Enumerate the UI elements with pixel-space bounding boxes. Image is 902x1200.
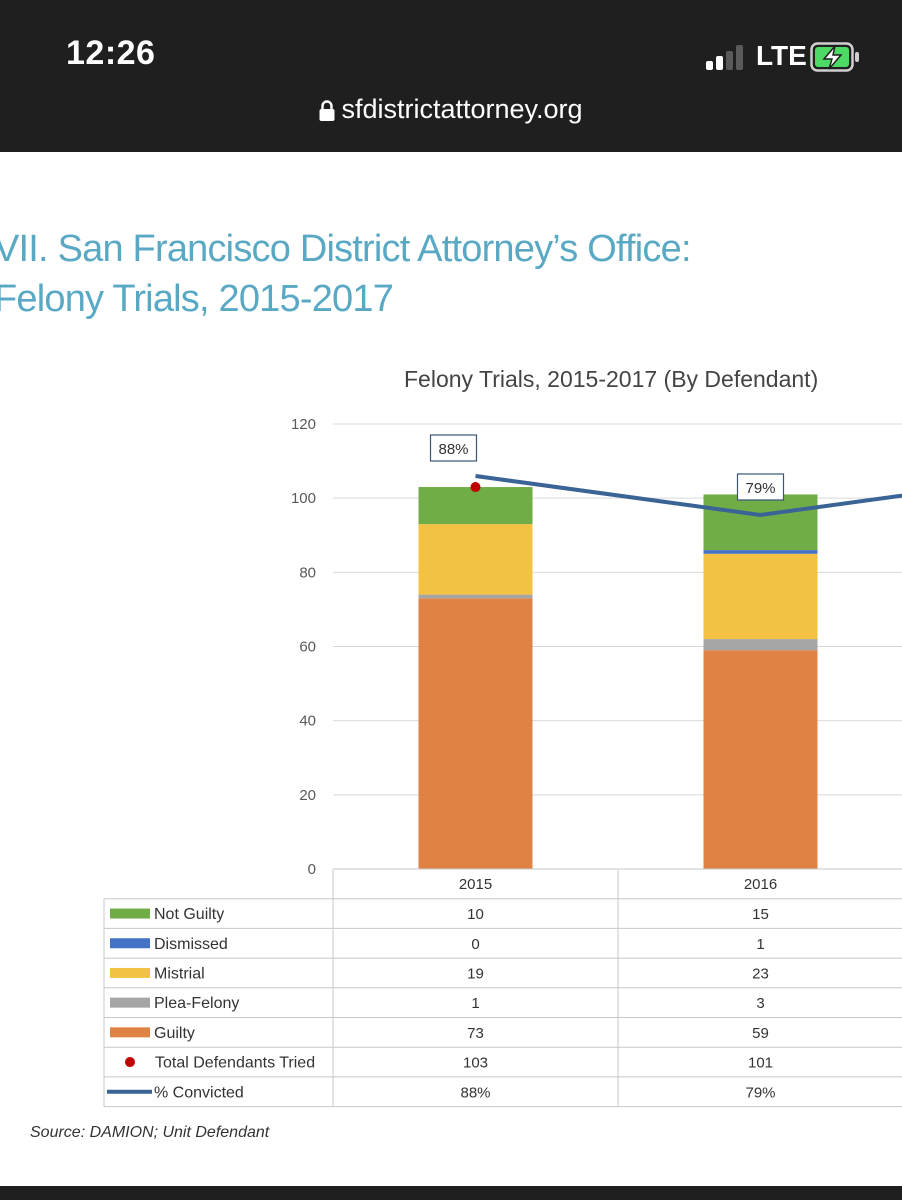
convicted-data-label: 79% xyxy=(745,480,775,497)
y-tick-label: 120 xyxy=(291,416,316,433)
convicted-data-label-box xyxy=(429,434,478,462)
bar-guilty-2015 xyxy=(418,598,533,869)
legend-key xyxy=(125,1057,135,1068)
bar-dismissed-2016 xyxy=(703,550,818,554)
table-cell: 59 xyxy=(752,1025,769,1042)
cell-signal-icon xyxy=(706,44,750,70)
table-cell: 79% xyxy=(745,1084,775,1101)
clock: 12:26 xyxy=(66,34,156,72)
bar-mistrial-2015 xyxy=(418,524,533,595)
network-type: LTE xyxy=(756,40,807,71)
table-cell: 23 xyxy=(752,965,769,982)
total-marker-2015 xyxy=(470,482,481,493)
bar-guilty-2016 xyxy=(703,650,818,869)
chart-title: Felony Trials, 2015-2017 (By Defendant) xyxy=(404,366,819,392)
source-note: Source: DAMION; Unit Defendant xyxy=(30,1124,270,1141)
legend-label: Dismissed xyxy=(154,936,228,953)
legend-label: Total Defendants Tried xyxy=(155,1055,315,1072)
legend-key xyxy=(110,967,150,978)
bar-plea-felony-2016 xyxy=(703,639,818,651)
table-cell: 73 xyxy=(467,1025,484,1042)
legend-key xyxy=(110,938,150,949)
table-cell: 88% xyxy=(460,1084,490,1101)
legend-key xyxy=(110,908,150,919)
bar-not-guilty-2015 xyxy=(418,487,533,525)
convicted-line xyxy=(475,474,902,517)
y-tick-label: 80 xyxy=(299,564,316,581)
address-bar[interactable]: sfdistrictattorney.org xyxy=(0,94,902,134)
table-cell: 15 xyxy=(752,906,769,923)
legend-label: % Convicted xyxy=(154,1084,244,1101)
table-cell: 1 xyxy=(756,936,764,953)
table-cell: 3 xyxy=(756,995,764,1012)
bar-not-guilty-2016 xyxy=(703,494,818,551)
battery-charging-icon xyxy=(810,42,859,72)
y-tick-label: 40 xyxy=(299,713,316,730)
y-tick-label: 60 xyxy=(299,639,316,656)
bar-plea-felony-2015 xyxy=(418,594,533,599)
section-heading: VII. San Francisco District Attorney’s O… xyxy=(0,224,692,324)
table-cell: 10 xyxy=(467,906,484,923)
table-cell: 19 xyxy=(467,965,484,982)
legend-label: Mistrial xyxy=(154,965,205,982)
legend-key xyxy=(110,1027,150,1038)
bottom-bar xyxy=(0,1186,902,1200)
legend-label: Not Guilty xyxy=(154,906,224,923)
y-tick-label: 100 xyxy=(291,490,316,507)
heading-line-1: VII. San Francisco District Attorney’s O… xyxy=(0,228,692,270)
convicted-data-label-box xyxy=(736,473,785,501)
url-text: sfdistrictattorney.org xyxy=(341,94,583,124)
table-cell: 1 xyxy=(471,995,479,1012)
status-bar: 12:26 LTE sfdistrictattorney.org xyxy=(0,0,902,152)
legend-key xyxy=(110,997,150,1008)
x-tick-label: 2015 xyxy=(459,876,492,893)
legend-label: Plea-Felony xyxy=(154,995,239,1012)
heading-line-2: Felony Trials, 2015-2017 xyxy=(0,278,394,320)
y-tick-label: 0 xyxy=(308,861,316,878)
legend-label: Guilty xyxy=(154,1025,195,1042)
convicted-data-label: 88% xyxy=(438,441,468,458)
table-cell: 103 xyxy=(463,1055,488,1072)
lock-icon xyxy=(319,100,335,121)
y-tick-label: 20 xyxy=(299,787,316,804)
table-cell: 0 xyxy=(471,936,479,953)
table-cell: 101 xyxy=(748,1055,773,1072)
x-tick-label: 2016 xyxy=(744,876,777,893)
bar-mistrial-2016 xyxy=(703,553,818,640)
